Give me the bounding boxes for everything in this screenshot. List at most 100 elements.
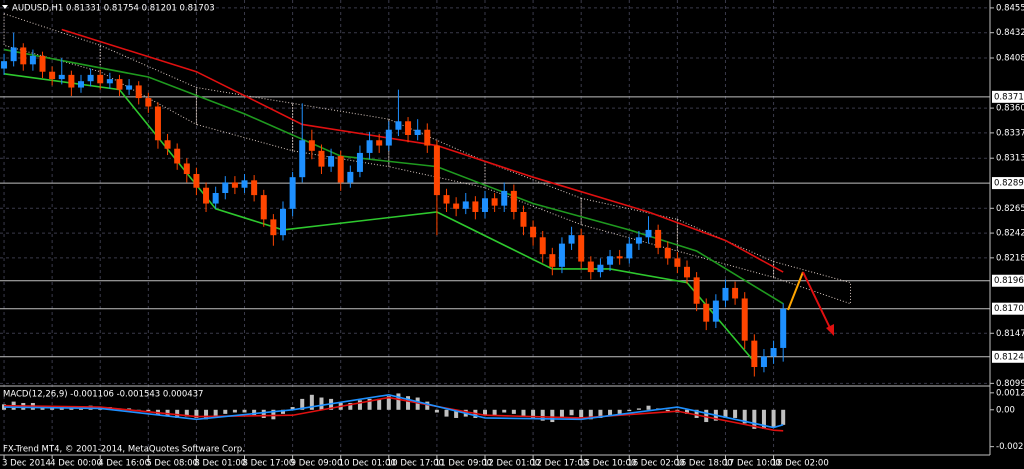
candle-body <box>635 237 642 244</box>
macd-bar <box>300 398 305 410</box>
macd-bar <box>194 409 199 418</box>
x-tick-label: 10 Dec 01:00 <box>339 459 396 469</box>
plot-layer <box>0 0 990 452</box>
macd-bar <box>252 409 257 416</box>
candle-body <box>260 195 267 220</box>
candle-body <box>164 140 171 149</box>
macd-bar <box>627 409 632 412</box>
candle-body <box>337 156 344 183</box>
cloud <box>3 13 101 73</box>
candle-body <box>539 237 546 255</box>
macd-bar <box>511 409 516 414</box>
candle-body <box>183 163 190 175</box>
macd-bar <box>550 409 555 423</box>
candle-body <box>289 177 296 209</box>
candle-body <box>405 121 412 135</box>
candle-body <box>318 150 325 167</box>
macd-bar <box>290 407 295 410</box>
macd-bar <box>271 409 276 420</box>
macd-bar <box>733 409 738 418</box>
candle-body <box>126 85 133 90</box>
macd-bar <box>742 409 747 424</box>
candle-body <box>751 340 758 368</box>
macd-bar <box>569 409 574 416</box>
macd-bar <box>540 409 545 421</box>
x-tick-label: 12 Dec 17:00 <box>531 459 588 469</box>
candle-body <box>433 145 440 196</box>
candle-body <box>424 129 431 146</box>
macd-bar <box>694 409 699 418</box>
candle-body <box>501 190 508 206</box>
macd-bar <box>704 409 709 423</box>
macd-bar <box>781 409 786 425</box>
x-tick-label: 3 Dec 2014 <box>2 459 51 469</box>
x-tick-label: 17 Dec 10:00 <box>723 459 780 469</box>
macd-bar <box>232 409 237 413</box>
macd-bar <box>588 409 593 420</box>
y-tick-label: 0.00 <box>996 405 1015 415</box>
arrow-head <box>826 324 834 336</box>
macd-bar <box>646 405 651 410</box>
candle-body <box>453 203 460 209</box>
level-label: 0.81703 <box>994 304 1024 314</box>
macd-bar <box>444 409 449 417</box>
candle-body <box>597 264 604 273</box>
candle-body <box>481 198 488 212</box>
chart-title: AUDUSD,H1 0.81331 0.81754 0.81201 0.8170… <box>12 4 215 14</box>
candle-body <box>87 74 94 82</box>
level-label: 0.81968 <box>994 276 1024 286</box>
x-tick-label: 10 Dec 17:00 <box>387 459 444 469</box>
macd-bar <box>396 393 401 410</box>
candle-body <box>568 235 575 244</box>
x-tick-label: 8 Dec 01:00 <box>194 459 246 469</box>
candle-body <box>270 219 277 236</box>
macd-bar <box>386 396 391 410</box>
macd-bar <box>280 409 285 414</box>
x-tick-label: 4 Dec 00:00 <box>50 459 102 469</box>
macd-bar <box>665 409 670 412</box>
candle-body <box>674 258 681 267</box>
candle-body <box>510 190 517 212</box>
candle-body <box>174 148 181 164</box>
cloud <box>99 44 197 126</box>
macd-bar <box>175 409 180 418</box>
y-tick-label: 0.82185 <box>996 253 1024 263</box>
macd-bar <box>482 409 487 416</box>
macd-bar <box>502 409 507 413</box>
macd-bar <box>204 409 209 420</box>
level-box <box>992 177 1024 190</box>
candle-body <box>645 229 652 238</box>
macd-bar <box>242 409 247 413</box>
menu-icon[interactable] <box>2 5 8 9</box>
macd-bar <box>723 409 728 418</box>
candle-body <box>414 129 421 135</box>
level-label: 0.82894 <box>994 179 1024 189</box>
x-tick-label: 12 Dec 01:00 <box>483 459 540 469</box>
macd-bar <box>425 401 430 410</box>
forecast-arrow <box>802 271 831 329</box>
candle-body <box>626 243 633 259</box>
candle-body <box>558 243 565 267</box>
candle-body <box>443 195 450 204</box>
candle-body <box>135 85 142 99</box>
macd-bar <box>617 409 622 414</box>
macd-bar <box>146 409 151 412</box>
macd-bar <box>531 409 536 418</box>
macd-bar <box>521 409 526 417</box>
candle-body <box>732 287 739 299</box>
candle-body <box>58 74 65 80</box>
candle-body <box>29 55 36 65</box>
candle-body <box>356 152 363 172</box>
candle-body <box>385 129 392 146</box>
candle-body <box>520 211 527 227</box>
macd-bar <box>559 409 564 418</box>
candle-body <box>607 256 614 265</box>
candle-body <box>616 256 623 259</box>
x-tick-label: 9 Dec 09:00 <box>291 459 343 469</box>
macd-bar <box>377 398 382 410</box>
